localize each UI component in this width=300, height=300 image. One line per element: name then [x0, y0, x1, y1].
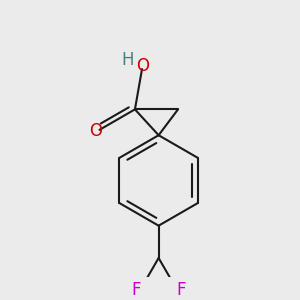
Text: F: F: [176, 281, 186, 299]
Text: H: H: [122, 52, 134, 70]
Text: O: O: [136, 57, 150, 75]
Text: F: F: [131, 281, 141, 299]
Text: O: O: [89, 122, 102, 140]
